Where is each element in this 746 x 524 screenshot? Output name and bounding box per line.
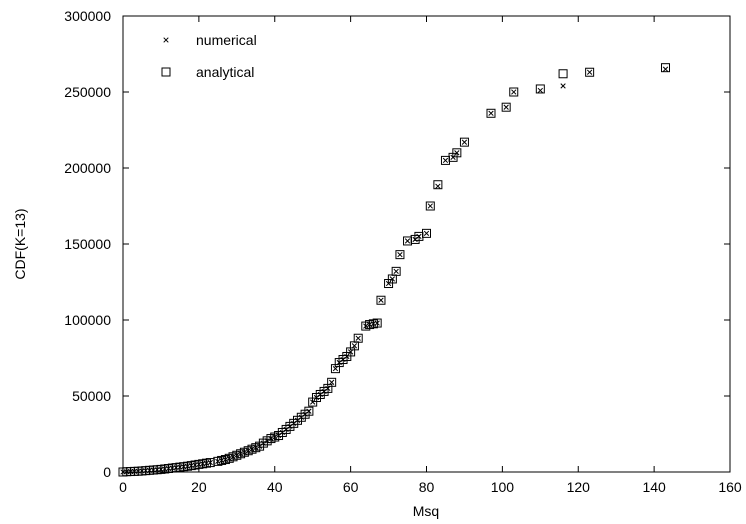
numerical-point bbox=[454, 150, 460, 156]
x-axis-ticks: 0 20 40 60 80 100 120 140 160 bbox=[119, 16, 742, 495]
analytical-point bbox=[391, 266, 401, 276]
analytical-point bbox=[425, 201, 435, 211]
numerical-point bbox=[488, 110, 494, 116]
legend-label-analytical: analytical bbox=[196, 64, 254, 80]
analytical-point bbox=[372, 318, 382, 328]
numerical-point bbox=[560, 83, 566, 89]
y-tick-label: 300000 bbox=[64, 8, 111, 24]
x-tick-label: 40 bbox=[267, 479, 283, 495]
x-tick-label: 80 bbox=[419, 479, 435, 495]
y-tick-label: 0 bbox=[103, 464, 111, 480]
analytical-point bbox=[433, 180, 443, 190]
numerical-point bbox=[355, 335, 361, 341]
numerical-point bbox=[511, 89, 517, 95]
x-tick-label: 120 bbox=[567, 479, 591, 495]
analytical-point bbox=[422, 228, 431, 238]
y-tick-label: 100000 bbox=[64, 312, 111, 328]
analytical-point bbox=[661, 63, 671, 73]
numerical-point bbox=[537, 87, 543, 94]
legend-x-marker bbox=[163, 37, 169, 43]
numerical-point bbox=[404, 238, 411, 244]
analytical-point bbox=[535, 84, 545, 94]
legend-marker-numerical bbox=[163, 37, 169, 43]
legend-label-numerical: numerical bbox=[196, 32, 257, 48]
legend-square-marker bbox=[161, 67, 171, 77]
analytical-point bbox=[558, 69, 568, 79]
y-tick-label: 200000 bbox=[64, 160, 111, 176]
numerical-point bbox=[385, 280, 392, 287]
analytical-point bbox=[452, 148, 462, 158]
numerical-point bbox=[332, 365, 339, 372]
x-tick-label: 20 bbox=[191, 479, 207, 495]
numerical-point bbox=[442, 157, 449, 164]
analytical-point bbox=[353, 333, 363, 343]
x-tick-label: 140 bbox=[642, 479, 666, 495]
numerical-point bbox=[378, 297, 384, 303]
x-tick-label: 0 bbox=[119, 479, 127, 495]
numerical-point bbox=[397, 251, 403, 258]
analytical-point bbox=[585, 67, 595, 77]
analytical-point bbox=[486, 108, 496, 118]
analytical-point bbox=[501, 102, 511, 112]
legend-marker-analytical bbox=[161, 67, 171, 77]
analytical-point bbox=[459, 137, 469, 147]
plot-frame bbox=[122, 15, 731, 473]
analytical-point bbox=[395, 250, 405, 260]
data-points bbox=[118, 63, 671, 477]
legend: numerical analytical bbox=[161, 32, 257, 80]
numerical-point bbox=[423, 230, 430, 237]
numerical-point bbox=[662, 66, 669, 72]
numerical-point bbox=[329, 379, 335, 385]
y-tick-label: 50000 bbox=[72, 388, 111, 404]
analytical-point bbox=[327, 377, 337, 387]
numerical-point bbox=[393, 268, 399, 275]
numerical-point bbox=[389, 276, 396, 282]
analytical-point bbox=[376, 295, 386, 305]
numerical-point bbox=[347, 349, 354, 355]
y-tick-label: 150000 bbox=[64, 236, 111, 252]
numerical-point bbox=[310, 399, 316, 405]
y-tick-label: 250000 bbox=[64, 84, 111, 100]
analytical-point bbox=[304, 406, 314, 416]
analytical-point bbox=[509, 87, 519, 97]
numerical-point bbox=[427, 203, 433, 209]
x-tick-label: 100 bbox=[491, 479, 515, 495]
numerical-point bbox=[450, 154, 456, 161]
x-tick-label: 60 bbox=[343, 479, 359, 495]
x-axis-label: Msq bbox=[413, 503, 439, 519]
numerical-point bbox=[351, 343, 358, 349]
numerical-point bbox=[503, 104, 509, 110]
numerical-point bbox=[435, 183, 441, 189]
numerical-point bbox=[586, 69, 593, 75]
x-tick-label: 160 bbox=[718, 479, 742, 495]
y-axis-label: CDF(K=13) bbox=[12, 208, 28, 279]
y-axis-ticks: 0 50000 100000 150000 200000 250000 300000 bbox=[64, 8, 730, 480]
numerical-point bbox=[461, 139, 468, 145]
